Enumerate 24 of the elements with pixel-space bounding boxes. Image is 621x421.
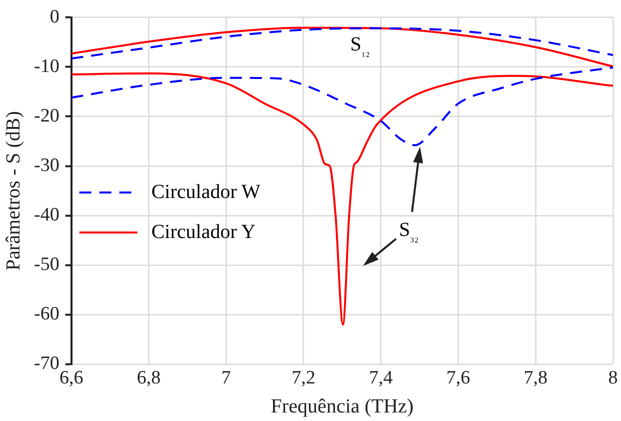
x-tick-label: 7 [221, 368, 231, 389]
y-tick-label: -40 [34, 204, 60, 226]
y-tick-label: -30 [34, 155, 60, 176]
y-axis-title: Parâmetros - S (dB) [2, 111, 24, 271]
x-axis-title: Frequência (THz) [270, 395, 414, 418]
y-tick-label: -20 [34, 105, 60, 126]
y-tick-label: -70 [34, 353, 60, 374]
x-tick-label: 7,6 [446, 368, 470, 389]
legend-label: Circulador Y [151, 220, 256, 243]
x-tick-label: 7,8 [524, 368, 548, 389]
line-series [71, 26, 613, 68]
x-tick-label: 7,2 [292, 368, 316, 389]
line-series [71, 66, 613, 146]
line-series [71, 27, 613, 60]
x-tick-label: 7,4 [368, 368, 394, 389]
legend-label: Circulador W [151, 180, 260, 203]
y-tick-label: 0 [50, 6, 60, 28]
y-tick-label: -60 [34, 304, 60, 325]
y-tick-label: -10 [34, 56, 60, 77]
line-series [71, 72, 613, 326]
x-tick-label: 6,6 [59, 368, 84, 389]
y-tick-label: -50 [34, 254, 60, 276]
x-tick-label: 6,8 [136, 368, 161, 389]
x-tick-label: 8 [608, 368, 618, 389]
